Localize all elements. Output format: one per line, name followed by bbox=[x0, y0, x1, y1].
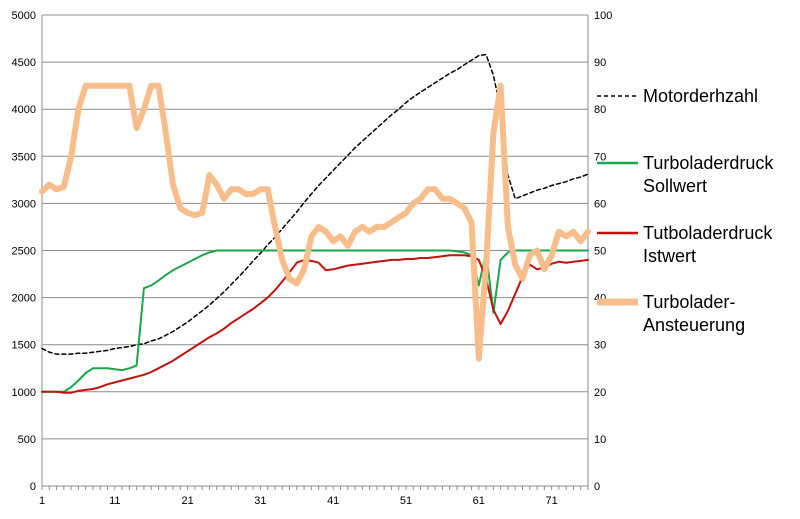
y-tick-label: 0 bbox=[30, 481, 36, 493]
x-tick-label: 1 bbox=[39, 495, 45, 507]
legend: Motorderhzahl Turboladerdruck Sollwert Tutb… bbox=[597, 86, 774, 335]
x-tick-label: 11 bbox=[109, 495, 120, 507]
y2-tick-label: 0 bbox=[594, 481, 600, 493]
y2-tick-label: 80 bbox=[594, 104, 606, 116]
y-tick-label: 500 bbox=[18, 434, 36, 446]
series-line-4 bbox=[39, 82, 591, 362]
legend-label: Sollwert bbox=[643, 176, 707, 196]
y2-tick-label: 100 bbox=[594, 10, 612, 22]
legend-label: Istwert bbox=[643, 246, 696, 266]
y-tick-label: 2500 bbox=[12, 246, 36, 258]
y-tick-label: 2000 bbox=[12, 293, 36, 305]
y-axis-left: 0 500 1000 1500 2000 2500 3000 3500 4000 4500 5000 bbox=[12, 10, 36, 493]
y2-tick-label: 30 bbox=[594, 340, 606, 352]
y-tick-label: 4500 bbox=[12, 57, 36, 69]
x-tick-label: 51 bbox=[400, 495, 412, 507]
legend-label: Turboladerdruck bbox=[643, 153, 774, 173]
y-tick-label: 1000 bbox=[12, 387, 36, 399]
y2-tick-label: 50 bbox=[594, 246, 606, 258]
y2-tick-label: 70 bbox=[594, 151, 606, 163]
y2-tick-label: 60 bbox=[594, 198, 606, 210]
x-tick-label: 41 bbox=[327, 495, 339, 507]
legend-label: Tutboladerdruck bbox=[643, 223, 773, 243]
x-axis: 1 11 21 31 41 51 61 71 bbox=[39, 486, 589, 507]
series-line-2 bbox=[41, 249, 589, 393]
y2-tick-label: 90 bbox=[594, 57, 606, 69]
y-tick-label: 4000 bbox=[12, 104, 36, 116]
x-tick-label: 71 bbox=[545, 495, 557, 507]
y-tick-label: 5000 bbox=[12, 10, 36, 22]
legend-label: Ansteuerung bbox=[643, 315, 745, 335]
x-tick-label: 61 bbox=[473, 495, 485, 507]
y-tick-label: 3000 bbox=[12, 198, 36, 210]
legend-label: Turbolader- bbox=[643, 292, 735, 312]
y-tick-label: 3500 bbox=[12, 151, 36, 163]
y-axis-right: 0102030405060708090100 bbox=[594, 10, 612, 493]
y-tick-label: 1500 bbox=[12, 340, 36, 352]
y2-tick-label: 10 bbox=[594, 434, 606, 446]
legend-label: Motorderhzahl bbox=[643, 86, 758, 106]
series-group bbox=[39, 53, 591, 394]
x-tick-label: 31 bbox=[254, 495, 266, 507]
x-tick-label: 21 bbox=[181, 495, 193, 507]
y2-tick-label: 20 bbox=[594, 387, 606, 399]
series-line-3 bbox=[41, 254, 589, 394]
